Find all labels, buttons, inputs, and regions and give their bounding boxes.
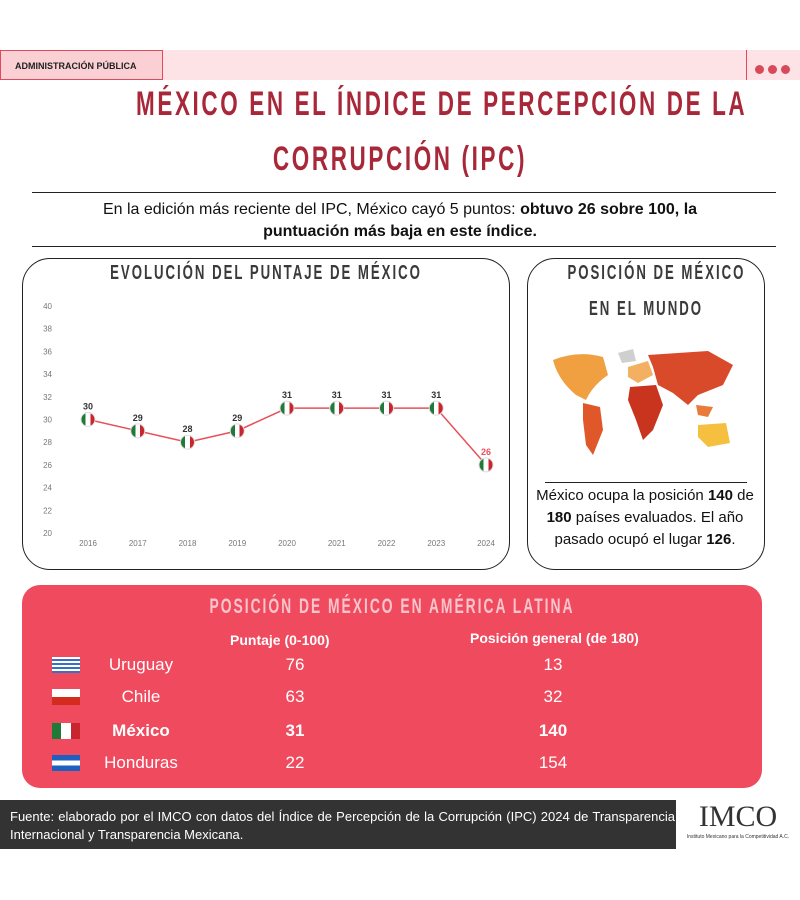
series-line — [87, 407, 487, 466]
world-map — [548, 345, 740, 463]
data-label: 31 — [282, 390, 292, 400]
world-text: México ocupa la posición 140 de 180 país… — [535, 485, 755, 551]
rank: 154 — [538, 753, 568, 772]
score: 22 — [285, 753, 305, 772]
logo-caption: Instituto Mexicano para la Competitivida… — [686, 834, 790, 840]
text: de — [732, 487, 754, 504]
intro-bold: obtuvo 26 sobre 100, la puntuación más b… — [263, 201, 698, 240]
text: . — [731, 531, 736, 548]
logo-text: IMCO — [698, 800, 778, 833]
y-tick-label: 26 — [43, 461, 52, 470]
score: 76 — [285, 655, 305, 674]
bold: 140 — [707, 487, 733, 504]
y-tick-label: 30 — [43, 416, 52, 425]
rank: 13 — [543, 655, 563, 674]
flag — [52, 689, 80, 705]
world-title: POSICIÓN DE MÉXICO — [567, 262, 746, 284]
country: Uruguay — [108, 655, 174, 674]
title-line: MÉXICO EN EL ÍNDICE DE PERCEPCIÓN DE LA — [136, 85, 748, 123]
bold: 126 — [706, 531, 732, 548]
data-label: 29 — [232, 413, 242, 423]
data-label: 31 — [381, 390, 391, 400]
rule — [32, 246, 776, 247]
footer — [0, 800, 800, 849]
y-tick-label: 24 — [43, 484, 52, 493]
point — [379, 400, 394, 416]
data-label: 31 — [431, 390, 441, 400]
country: México — [112, 721, 170, 740]
title-line: CORRUPCIÓN (IPC) — [272, 140, 528, 178]
table-title: POSICIÓN DE MÉXICO EN AMÉRICA LATINA — [209, 595, 575, 618]
y-tick-label: 36 — [43, 347, 52, 356]
y-tick-label: 32 — [43, 393, 52, 402]
x-tick-label: 2024 — [477, 539, 495, 548]
world-title: EN EL MUNDO — [589, 298, 703, 320]
country: Chile — [121, 687, 161, 706]
flag — [52, 755, 80, 771]
x-tick-label: 2023 — [427, 539, 445, 548]
y-tick-label: 34 — [43, 370, 52, 379]
data-label: 29 — [133, 413, 143, 423]
rank: 32 — [543, 687, 563, 706]
bold: 180 — [546, 509, 572, 526]
x-tick-label: 2020 — [278, 539, 296, 548]
data-label: 26 — [481, 447, 491, 457]
x-tick-label: 2017 — [129, 539, 147, 548]
table-panel — [22, 585, 762, 788]
rank: 140 — [538, 721, 568, 740]
flag — [52, 657, 80, 673]
dots — [755, 61, 790, 79]
logo: IMCO Instituto Mexicano para la Competit… — [676, 800, 800, 849]
intro: En la edición más reciente del IPC, Méxi… — [60, 199, 740, 243]
y-tick-label: 40 — [43, 302, 52, 311]
data-label: 28 — [182, 424, 192, 434]
section-label: ADMINISTRACIÓN PÚBLICA — [0, 50, 163, 80]
country: Honduras — [104, 753, 178, 772]
point — [80, 412, 96, 427]
text: México ocupa la posición — [536, 487, 708, 504]
chart-title: EVOLUCIÓN DEL PUNTAJE DE MÉXICO — [110, 262, 422, 284]
text: países evaluados. El año pasado ocupó el… — [554, 509, 744, 548]
divider — [746, 50, 747, 80]
y-tick-label: 38 — [43, 325, 52, 334]
point — [329, 400, 345, 416]
point — [428, 400, 444, 416]
point — [130, 423, 146, 439]
y-tick-label: 28 — [43, 438, 52, 447]
data-label: 31 — [332, 390, 342, 400]
data-label: 30 — [83, 402, 93, 412]
y-tick-label: 22 — [43, 506, 52, 515]
x-tick-label: 2022 — [378, 539, 396, 548]
point — [279, 400, 295, 416]
x-tick-label: 2018 — [179, 539, 197, 548]
point — [229, 423, 245, 439]
x-tick-label: 2016 — [79, 539, 97, 548]
intro-text: En la edición más reciente del IPC, Méxi… — [102, 201, 521, 218]
chart-panel — [22, 258, 510, 570]
point — [478, 457, 494, 473]
column-header: Puntaje (0-100) — [230, 632, 330, 648]
column-header: Posición general (de 180) — [470, 630, 639, 646]
source: Fuente: elaborado por el IMCO con datos … — [10, 809, 675, 842]
x-tick-label: 2021 — [328, 539, 346, 548]
x-tick-label: 2019 — [228, 539, 246, 548]
score: 63 — [285, 687, 305, 706]
rule — [545, 482, 747, 483]
point — [180, 434, 195, 450]
flag — [52, 723, 80, 739]
score: 31 — [285, 721, 305, 740]
rule — [32, 192, 776, 193]
y-tick-label: 20 — [43, 529, 52, 538]
